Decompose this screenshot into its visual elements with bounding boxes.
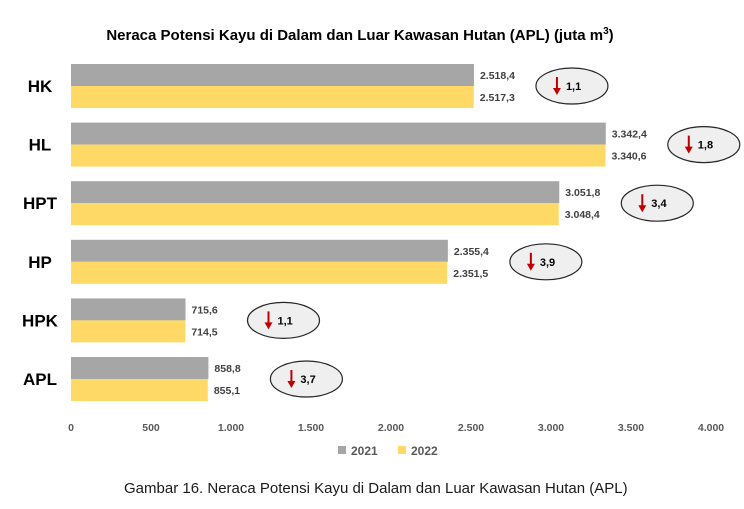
chart-title: Neraca Potensi Kayu di Dalam dan Luar Ka… [106,26,613,44]
change-value-hp: 3,9 [540,257,555,269]
figure-caption: Gambar 16. Neraca Potensi Kayu di Dalam … [124,480,628,497]
chart-title-suffix: ) [609,27,614,44]
down-arrow-icon [684,135,693,154]
x-tick-label: 3.000 [538,422,564,434]
bar-hpk-2021 [71,298,186,321]
legend-swatch-2022 [398,446,406,454]
category-group-hl: HL 3.342,4 3.340,6 1,8 [29,122,741,167]
x-tick-label: 2.500 [458,422,484,434]
data-label-hpk-2022: 714,5 [191,326,217,338]
x-tick-label: 2.000 [378,422,404,434]
change-bubble-hk [535,67,609,105]
category-label-hpt: HPT [23,194,58,213]
chart-title-main: Neraca Potensi Kayu di Dalam dan Luar Ka… [106,27,603,44]
category-group-apl: APL 858,8 855,1 3,7 [23,357,344,401]
data-label-apl-2022: 855,1 [214,385,240,397]
change-value-hl: 1,8 [698,140,713,152]
x-tick-label: 3.500 [618,422,644,434]
bar-hk-2021 [71,64,474,86]
x-tick-label: 4.000 [698,422,724,434]
category-label-hpk: HPK [22,311,59,330]
legend-label-2022: 2022 [411,444,438,458]
change-bubble-hl [667,126,741,164]
category-group-hpk: HPK 715,6 714,5 1,1 [22,298,321,343]
bar-apl-2022 [71,379,208,401]
x-tick-label: 1.500 [298,422,324,434]
down-arrow-icon [287,370,296,388]
category-group-hp: HP 2.355,4 2.351,5 3,9 [28,239,583,284]
data-label-hpt-2021: 3.051,8 [565,187,600,199]
category-group-hk: HK 2.518,4 2.517,3 1,1 [28,64,609,108]
change-value-hpt: 3,4 [651,198,667,210]
change-bubble-hp [509,243,583,281]
down-arrow-icon [552,77,561,95]
category-group-hpt: HPT 3.051,8 3.048,4 3,4 [23,181,694,226]
bar-hl-2022 [71,144,606,167]
change-value-hpk: 1,1 [277,315,292,327]
bar-hp-2021 [71,239,448,262]
bar-hpt-2021 [71,181,560,204]
category-label-hk: HK [28,77,53,96]
x-tick-label: 1.000 [218,422,244,434]
bar-hk-2022 [71,86,474,108]
bar-hpt-2022 [71,203,559,226]
category-label-hl: HL [29,136,52,155]
legend-swatch-2021 [338,446,346,454]
bar-chart: Neraca Potensi Kayu di Dalam dan Luar Ka… [22,26,741,458]
change-bubble-hpt [620,184,694,222]
data-label-hp-2022: 2.351,5 [453,268,488,280]
change-bubble-hpk [246,301,321,339]
change-value-hk: 1,1 [566,81,581,93]
change-value-apl: 3,7 [300,374,315,386]
x-tick-label: 500 [142,422,160,434]
bar-hl-2021 [71,122,606,145]
legend: 2021 2022 [338,444,438,458]
down-arrow-icon [264,311,273,330]
bar-apl-2021 [71,357,209,379]
data-label-hk-2021: 2.518,4 [480,70,515,82]
bar-hp-2022 [71,261,448,284]
bars-group: HK 2.518,4 2.517,3 1,1 HL 3.342,4 3.340,6 1,8 HP… [22,64,741,401]
data-label-hl-2022: 3.340,6 [611,151,646,163]
x-tick-label: 0 [68,422,74,434]
data-label-hpk-2021: 715,6 [191,304,217,316]
down-arrow-icon [638,194,647,213]
category-label-apl: APL [23,370,57,389]
data-label-hp-2021: 2.355,4 [454,246,489,258]
x-axis: 0 500 1.000 1.500 2.000 2.500 3.000 3.500 4.000 [68,422,724,434]
bar-hpk-2022 [71,320,186,343]
chart-title-superscript: 3 [603,26,609,37]
data-label-hk-2022: 2.517,3 [480,92,515,104]
change-bubble-apl [269,360,344,398]
category-label-hp: HP [28,253,52,272]
data-label-apl-2021: 858,8 [214,363,240,375]
data-label-hpt-2022: 3.048,4 [565,209,600,221]
data-label-hl-2021: 3.342,4 [612,129,647,141]
legend-label-2021: 2021 [351,444,378,458]
down-arrow-icon [526,252,535,271]
